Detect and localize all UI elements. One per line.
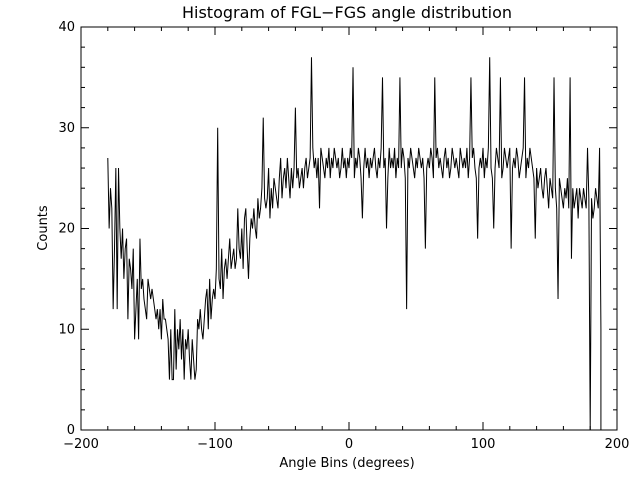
axis-ticks bbox=[80, 26, 618, 431]
y-tick-label: 20 bbox=[58, 222, 75, 237]
x-tick-label: −100 bbox=[197, 437, 233, 452]
y-tick-label: 0 bbox=[67, 423, 75, 438]
plot-frame bbox=[80, 26, 618, 431]
x-axis-label: Angle Bins (degrees) bbox=[279, 456, 414, 471]
x-tick-label: 100 bbox=[471, 437, 496, 452]
y-tick-label: 30 bbox=[58, 121, 75, 136]
y-tick-label: 10 bbox=[58, 322, 75, 337]
histogram-series-line bbox=[107, 57, 602, 431]
y-axis-label: Counts bbox=[36, 205, 51, 251]
x-tick-label: −200 bbox=[63, 437, 99, 452]
x-tick-label: 0 bbox=[345, 437, 353, 452]
chart-title: Histogram of FGL−FGS angle distribution bbox=[182, 3, 512, 22]
axis-tick-labels: −200 −100 0 100 200 0 10 20 30 40 bbox=[58, 20, 629, 452]
x-tick-label: 200 bbox=[605, 437, 630, 452]
y-tick-label: 40 bbox=[58, 20, 75, 35]
